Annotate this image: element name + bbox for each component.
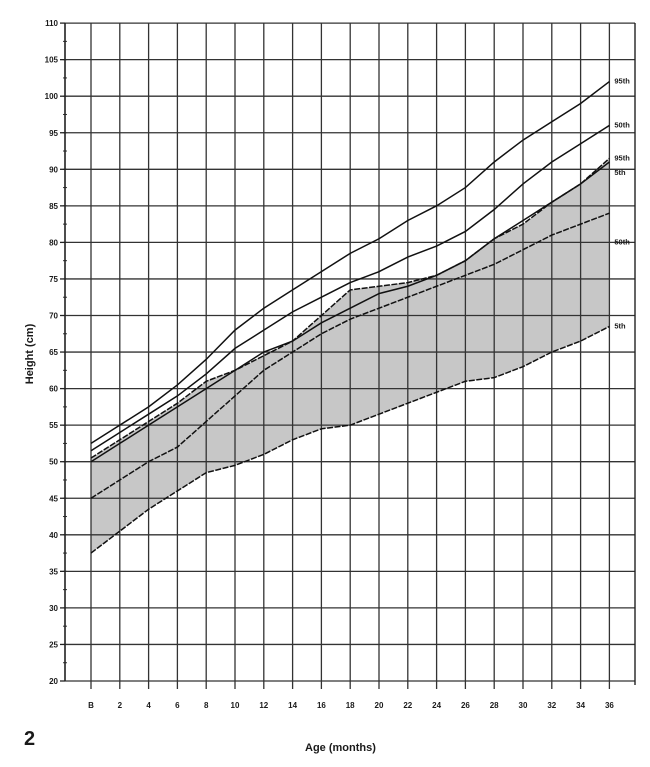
x-tick-label: 24 bbox=[432, 701, 441, 710]
curve-5th-patient-range- bbox=[90, 325, 610, 554]
curve-95th-patient-range- bbox=[90, 157, 610, 459]
x-tick-label: 26 bbox=[461, 701, 470, 710]
percentile-label: 5th bbox=[614, 168, 626, 177]
curve-50th-patient-range- bbox=[90, 212, 610, 499]
chart-grid bbox=[63, 22, 636, 689]
y-tick-label: 100 bbox=[45, 92, 59, 101]
y-tick-label: 60 bbox=[49, 385, 58, 394]
y-axis-title: Height (cm) bbox=[24, 323, 36, 385]
percentile-label: 95th bbox=[614, 77, 630, 86]
x-tick-label: 28 bbox=[490, 701, 499, 710]
x-tick-label: 8 bbox=[204, 701, 209, 710]
x-tick-label: 2 bbox=[118, 701, 123, 710]
y-tick-label: 25 bbox=[49, 640, 58, 649]
x-axis-title: Age (months) bbox=[305, 742, 376, 754]
y-tick-label: 65 bbox=[49, 348, 58, 357]
x-tick-label: 36 bbox=[605, 701, 614, 710]
y-tick-label: 105 bbox=[45, 56, 59, 65]
y-axis-ticks: 20 25 30 35 40 45 50 55 60 65 70 75 80 85 90 95 100 105 11… bbox=[45, 19, 65, 686]
y-tick-label: 70 bbox=[49, 312, 58, 321]
curve-5th bbox=[90, 161, 610, 463]
x-tick-label: 30 bbox=[519, 701, 528, 710]
percentile-labels: 95th 50th 95th 5th 50th 5th bbox=[614, 77, 630, 331]
y-tick-label: 50 bbox=[49, 458, 58, 467]
y-tick-label: 90 bbox=[49, 165, 58, 174]
x-tick-label: 6 bbox=[175, 701, 180, 710]
y-tick-label: 75 bbox=[49, 275, 58, 284]
curve-95th bbox=[90, 80, 610, 445]
x-tick-label: 14 bbox=[288, 701, 297, 710]
percentile-label: 95th bbox=[614, 153, 630, 162]
percentile-curves bbox=[90, 80, 610, 554]
percentile-label: 50th bbox=[614, 120, 630, 129]
y-tick-label: 40 bbox=[49, 531, 58, 540]
x-tick-label: 10 bbox=[231, 701, 240, 710]
y-tick-label: 45 bbox=[49, 494, 58, 503]
percentile-label: 5th bbox=[614, 321, 626, 330]
y-tick-label: 20 bbox=[49, 677, 58, 686]
x-tick-label: 4 bbox=[146, 701, 151, 710]
x-tick-label: 22 bbox=[403, 701, 412, 710]
x-tick-label: 20 bbox=[375, 701, 384, 710]
x-tick-label: 12 bbox=[259, 701, 268, 710]
figure-label: 2 bbox=[24, 728, 36, 750]
x-tick-label: 32 bbox=[547, 701, 556, 710]
y-tick-label: 95 bbox=[49, 129, 58, 138]
percentile-label: 50th bbox=[614, 237, 630, 246]
x-tick-label: 34 bbox=[576, 701, 585, 710]
y-tick-label: 55 bbox=[49, 421, 58, 430]
x-axis-ticks: B 2 4 6 8 10 12 14 16 18 20 22 24 26 28 30 32 34 36 bbox=[88, 701, 614, 710]
x-tick-label: 16 bbox=[317, 701, 326, 710]
y-tick-label: 30 bbox=[49, 604, 58, 613]
curve-50th bbox=[90, 124, 610, 452]
x-tick-label: 18 bbox=[346, 701, 355, 710]
y-tick-label: 35 bbox=[49, 567, 58, 576]
y-tick-label: 85 bbox=[49, 202, 58, 211]
y-tick-label: 110 bbox=[45, 19, 58, 28]
y-tick-label: 80 bbox=[49, 238, 58, 247]
x-tick-label: B bbox=[88, 701, 94, 710]
